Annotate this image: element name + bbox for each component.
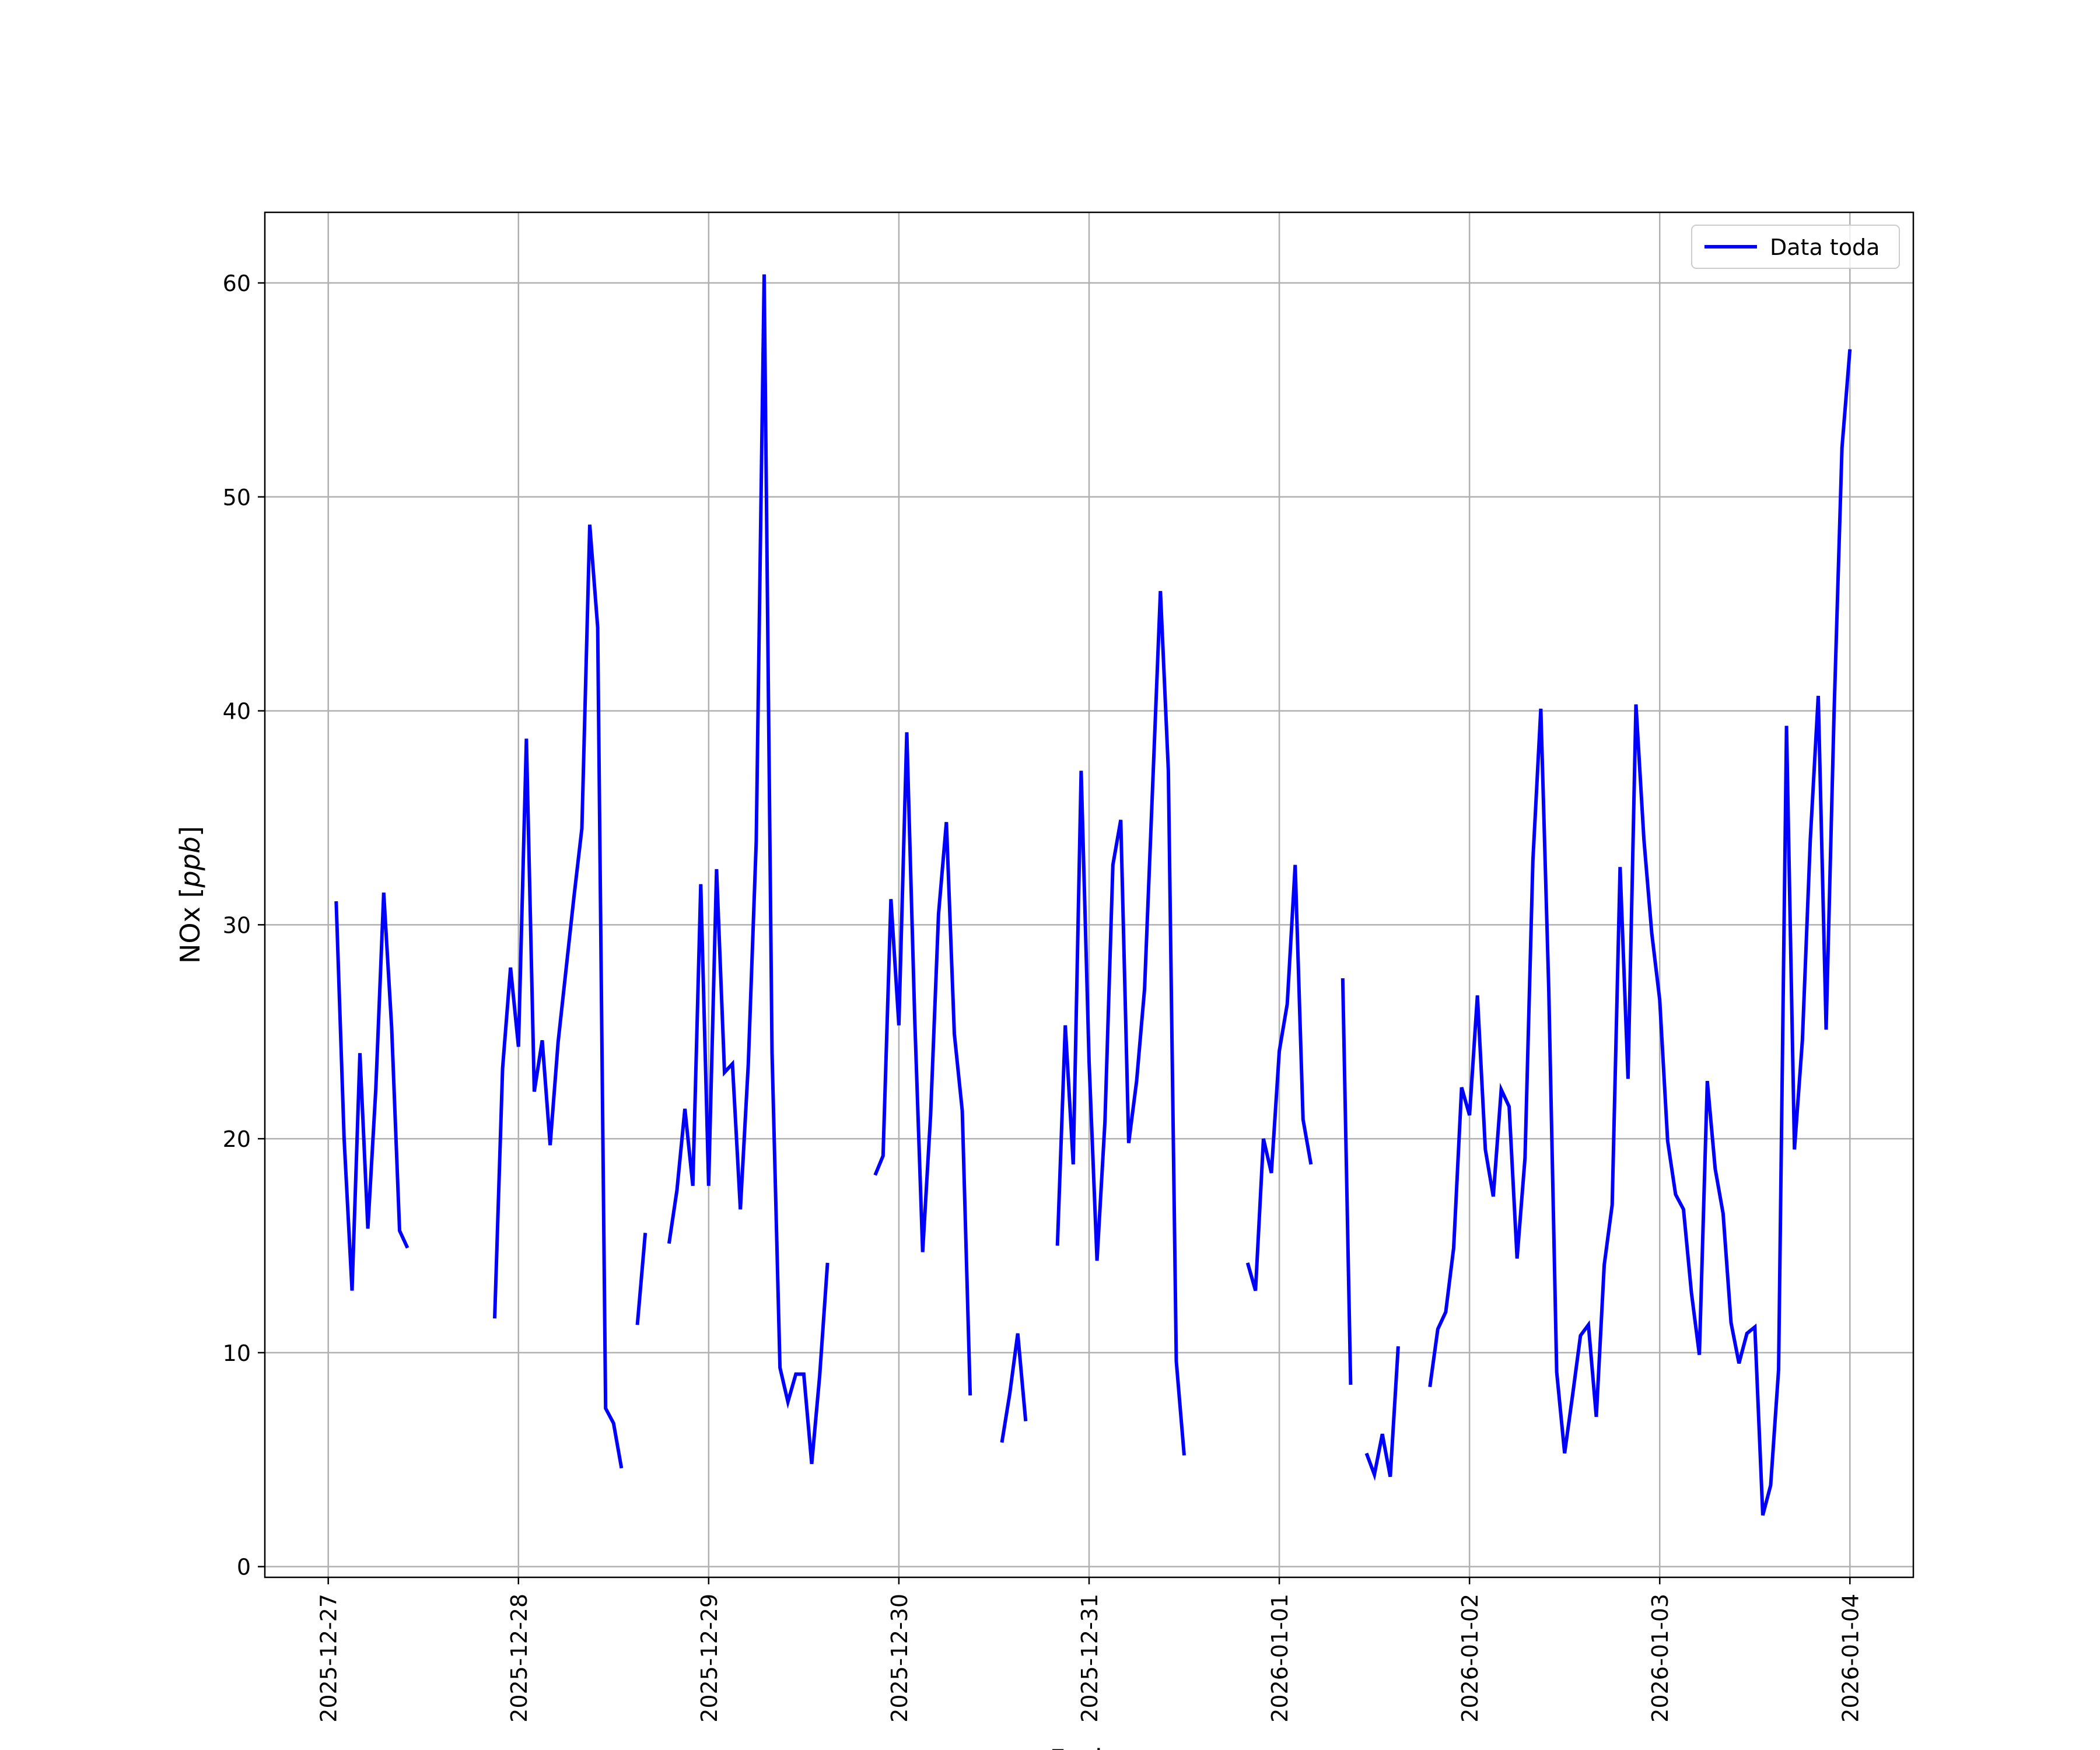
- x-tick-label: 2026-01-04: [1838, 1594, 1863, 1723]
- series-line-segment: [1364, 1346, 1400, 1481]
- y-axis-label-unit: ppb: [174, 836, 206, 888]
- x-tick-label: 2025-12-30: [887, 1594, 912, 1723]
- series-layer: [334, 274, 1852, 1516]
- y-tick-label: 10: [223, 1340, 251, 1366]
- legend-box: [1691, 225, 1900, 269]
- legend: Data toda: [1691, 225, 1900, 269]
- x-tick-label: 2025-12-31: [1077, 1594, 1102, 1723]
- y-tick-label: 20: [223, 1126, 251, 1152]
- series-line-segment: [873, 732, 972, 1396]
- series-line-segment: [1245, 864, 1313, 1292]
- y-axis-label-close: ]: [174, 826, 206, 836]
- y-tick-label: 30: [223, 912, 251, 938]
- y-tick-label: 40: [223, 699, 251, 724]
- x-tick-label: 2025-12-29: [696, 1594, 722, 1723]
- x-tick-label: 2025-12-28: [506, 1594, 532, 1723]
- series-line-segment: [334, 892, 410, 1291]
- x-tick-label: 2026-01-01: [1267, 1594, 1293, 1723]
- x-tick-label: 2025-12-27: [316, 1594, 342, 1723]
- y-axis-label: NOx [ppb]: [174, 826, 206, 964]
- series-line-segment: [493, 524, 624, 1469]
- y-tick-label: 0: [237, 1555, 251, 1580]
- y-axis-label-main: NOx [: [174, 888, 206, 964]
- series-line-segment: [1055, 591, 1186, 1456]
- legend-label-data-toda: Data toda: [1770, 235, 1880, 260]
- x-axis: 2025-12-27 2025-12-28 2025-12-29 2025-12-30…: [316, 1577, 1863, 1723]
- y-tick-label: 50: [223, 485, 251, 510]
- x-axis-label: Fecha: [1050, 1744, 1129, 1750]
- x-tick-label: 2026-01-03: [1647, 1594, 1673, 1723]
- y-tick-label: 60: [223, 271, 251, 296]
- series-line-segment: [1428, 349, 1852, 1516]
- series-line-segment: [667, 274, 830, 1464]
- x-tick-label: 2026-01-02: [1457, 1594, 1483, 1723]
- grid: [265, 212, 1913, 1577]
- y-axis: 0 10 20 30 40 50 60: [223, 271, 265, 1580]
- series-line-segment: [635, 1233, 648, 1325]
- series-line-segment: [1340, 978, 1353, 1385]
- series-line-segment: [1000, 1333, 1028, 1443]
